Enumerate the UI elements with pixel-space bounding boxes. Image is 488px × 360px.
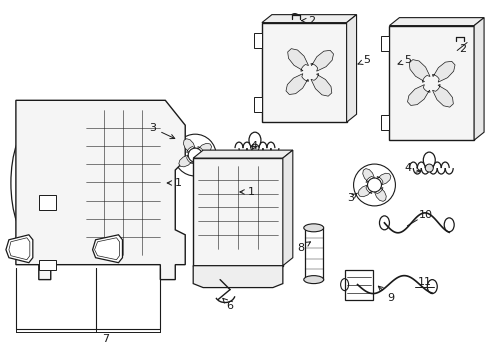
Text: 4: 4 xyxy=(404,163,420,173)
Polygon shape xyxy=(388,18,483,26)
Ellipse shape xyxy=(340,279,348,291)
Polygon shape xyxy=(310,73,331,96)
Ellipse shape xyxy=(303,276,323,284)
Polygon shape xyxy=(431,61,454,82)
Ellipse shape xyxy=(261,171,274,185)
Polygon shape xyxy=(357,185,371,197)
Ellipse shape xyxy=(188,148,202,162)
Ellipse shape xyxy=(379,216,388,230)
Polygon shape xyxy=(253,97,262,112)
Ellipse shape xyxy=(453,36,463,45)
Polygon shape xyxy=(310,50,333,71)
Ellipse shape xyxy=(352,278,362,292)
Polygon shape xyxy=(179,155,192,167)
Text: 2: 2 xyxy=(458,44,466,54)
Text: 5: 5 xyxy=(397,55,410,66)
Polygon shape xyxy=(39,260,56,270)
Ellipse shape xyxy=(248,132,261,148)
Bar xyxy=(198,166,277,249)
Text: 7: 7 xyxy=(102,334,109,345)
Polygon shape xyxy=(198,143,211,155)
Ellipse shape xyxy=(427,280,436,293)
Text: 5: 5 xyxy=(357,55,370,66)
Ellipse shape xyxy=(174,134,216,176)
Polygon shape xyxy=(473,18,483,140)
Polygon shape xyxy=(376,173,390,185)
Polygon shape xyxy=(374,188,386,201)
Polygon shape xyxy=(193,150,292,158)
Polygon shape xyxy=(282,150,292,266)
Text: 2: 2 xyxy=(301,15,314,26)
Polygon shape xyxy=(94,238,119,260)
Polygon shape xyxy=(408,60,429,82)
Text: 1: 1 xyxy=(240,187,254,197)
Polygon shape xyxy=(16,100,185,280)
Text: 11: 11 xyxy=(416,276,430,287)
Ellipse shape xyxy=(425,164,432,172)
Text: 10: 10 xyxy=(419,210,432,220)
Ellipse shape xyxy=(18,143,44,223)
Text: 3: 3 xyxy=(347,193,357,203)
Polygon shape xyxy=(262,23,346,122)
Polygon shape xyxy=(407,85,429,105)
Ellipse shape xyxy=(443,218,453,232)
Ellipse shape xyxy=(367,178,381,192)
Ellipse shape xyxy=(201,236,215,250)
Ellipse shape xyxy=(396,49,465,118)
Ellipse shape xyxy=(303,224,323,232)
Polygon shape xyxy=(9,238,30,260)
Text: 3: 3 xyxy=(149,123,174,139)
Text: 1: 1 xyxy=(167,178,182,188)
Polygon shape xyxy=(287,49,308,71)
Polygon shape xyxy=(346,15,356,122)
Polygon shape xyxy=(6,235,33,263)
Polygon shape xyxy=(195,158,206,171)
Ellipse shape xyxy=(423,152,434,168)
Ellipse shape xyxy=(353,164,395,206)
Ellipse shape xyxy=(274,37,344,107)
Text: 9: 9 xyxy=(378,286,394,302)
Bar xyxy=(344,270,372,300)
Ellipse shape xyxy=(302,66,316,80)
Ellipse shape xyxy=(250,144,259,152)
Text: 6: 6 xyxy=(223,298,233,311)
Polygon shape xyxy=(183,139,195,153)
Polygon shape xyxy=(262,15,356,23)
Text: 8: 8 xyxy=(297,242,310,253)
Bar xyxy=(304,228,322,280)
Polygon shape xyxy=(431,85,452,107)
Polygon shape xyxy=(381,36,388,50)
Ellipse shape xyxy=(289,14,299,24)
Ellipse shape xyxy=(424,76,437,90)
Polygon shape xyxy=(92,235,122,263)
Ellipse shape xyxy=(201,171,215,185)
Polygon shape xyxy=(39,195,56,210)
Polygon shape xyxy=(381,115,388,130)
Ellipse shape xyxy=(26,178,36,188)
Polygon shape xyxy=(285,74,308,94)
Bar xyxy=(85,110,160,255)
Polygon shape xyxy=(193,158,282,266)
Polygon shape xyxy=(193,266,282,288)
Polygon shape xyxy=(388,26,473,140)
Ellipse shape xyxy=(11,128,51,238)
Polygon shape xyxy=(253,32,262,48)
Text: 4: 4 xyxy=(250,141,258,151)
Polygon shape xyxy=(362,168,374,183)
